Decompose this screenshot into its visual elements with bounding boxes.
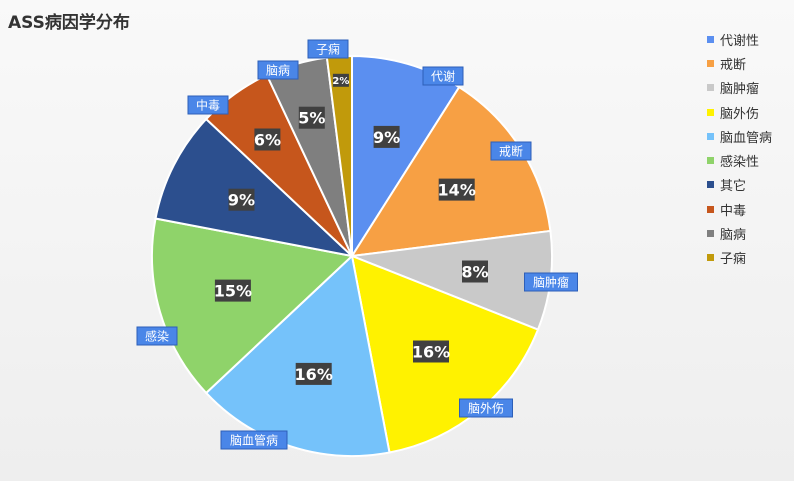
chart-title: ASS病因学分布 [8,13,130,33]
legend-swatch-4 [707,132,714,140]
callout-label-0: 代谢 [431,69,455,84]
legend-swatch-2 [707,84,714,92]
callout-box-9 [307,39,349,59]
callout-label-4: 脑血管病 [230,433,278,448]
value-label-6: 9% [228,191,255,210]
value-label-4: 16% [295,365,333,384]
callout-box-4 [220,430,288,450]
callout-box-8 [257,60,299,80]
value-label-box-2 [462,260,488,283]
legend-label-5: 感染性 [720,155,760,171]
legend-item-6: 其它 [707,173,772,197]
value-label-box-9 [332,73,349,87]
legend-item-0: 代谢性 [707,27,772,51]
legend-swatch-8 [707,230,714,238]
callout-box-5 [136,326,178,346]
callout-label-3: 脑外伤 [468,402,504,416]
legend-item-2: 脑肿瘤 [707,76,772,100]
value-label-box-3 [413,340,449,363]
legend-swatch-3 [707,108,714,116]
value-label-box-7 [254,128,281,151]
value-label-9: 2% [332,76,349,87]
pie-slice-6 [154,117,356,258]
legend-swatch-9 [707,254,714,262]
callout-label-2: 脑肿瘤 [533,275,569,290]
legend-label-1: 戒断 [720,57,747,73]
callout-box-3 [459,398,513,418]
callout-label-9: 子痫 [316,43,340,57]
legend-item-4: 脑血管病 [707,124,772,148]
legend-item-9: 子痫 [707,246,772,270]
legend-swatch-0 [707,35,714,43]
value-label-8: 5% [298,109,325,128]
callout-box-0 [422,66,464,86]
value-label-box-0 [373,125,400,148]
value-label-box-1 [438,178,475,201]
legend-swatch-5 [707,157,714,165]
legend-label-7: 中毒 [720,203,747,219]
callout-label-7: 中毒 [196,98,220,113]
pie-slice-4 [204,254,391,457]
callout-label-1: 戒断 [499,144,523,159]
value-label-7: 6% [254,131,281,150]
value-label-2: 8% [461,263,488,282]
legend-label-3: 脑外伤 [720,106,760,122]
legend-swatch-6 [707,181,714,189]
legend-label-6: 其它 [720,179,747,195]
callout-box-7 [187,95,229,115]
legend-label-0: 代谢性 [720,33,760,49]
value-label-3: 16% [412,343,450,362]
value-label-box-5 [214,279,251,302]
legend: 代谢性戒断脑肿瘤脑外伤脑血管病感染性其它中毒脑病子痫 [707,27,772,270]
pie-slice-5 [151,217,355,395]
legend-item-7: 中毒 [707,197,772,221]
legend-label-2: 脑肿瘤 [720,82,760,98]
legend-item-5: 感染性 [707,148,772,172]
legend-label-8: 脑病 [720,228,747,244]
legend-label-4: 脑血管病 [720,130,773,146]
callout-box-2 [524,272,578,292]
callout-box-1 [490,141,532,161]
callout-label-8: 脑病 [266,63,290,78]
legend-item-8: 脑病 [707,221,772,245]
legend-label-9: 子痫 [720,252,747,268]
value-label-box-6 [228,188,255,211]
value-label-0: 9% [373,128,400,147]
callout-label-5: 感染 [145,329,169,344]
value-label-1: 14% [438,181,476,200]
legend-item-3: 脑外伤 [707,100,772,124]
legend-swatch-1 [707,59,714,67]
legend-item-1: 戒断 [707,51,772,75]
value-label-5: 15% [214,282,252,301]
legend-swatch-7 [707,205,714,213]
value-label-box-8 [298,106,325,129]
value-label-box-4 [295,362,332,385]
